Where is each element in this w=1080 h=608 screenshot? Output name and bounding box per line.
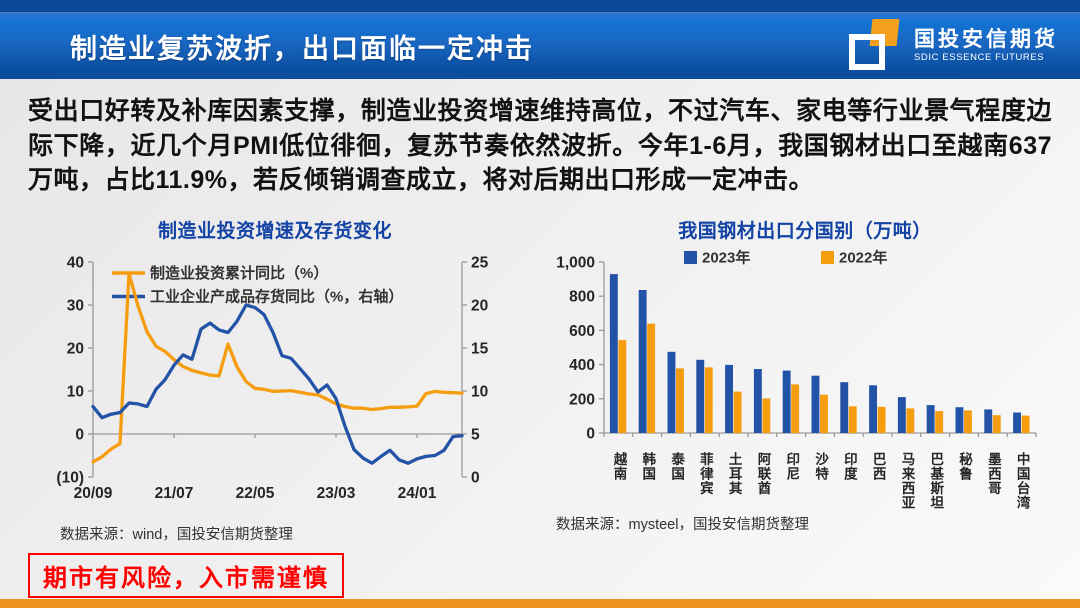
brand-name-cn: 国投安信期货 [914,28,1058,52]
category-label: 沙特 [813,451,829,481]
category-label: 巴西 [870,451,886,481]
bottom-orange-bar [0,599,1080,608]
svg-text:制造业投资累计同比（%）: 制造业投资累计同比（%） [150,264,328,282]
bar-category-labels: 越南 韩国 泰国 菲律宾 土耳其 阿联酋 印尼 沙特 印度 巴西 马来西亚 巴基斯坦 秘鲁 墨西哥 中国台湾 [604,452,1036,510]
bar-chart: 1,000 800 600 400 200 0 2023年 2022年 [556,248,1037,442]
title-bar-main: 制造业复苏波折，出口面临一定冲击 国投安信期货 SDIC ESSENCE FUT… [0,12,1080,79]
category-label: 阿联酋 [755,451,771,496]
svg-text:20: 20 [471,297,488,314]
svg-text:400: 400 [569,357,595,374]
title-bar-top-strip [0,0,1080,12]
page-title: 制造业复苏波折，出口面临一定冲击 [70,33,534,64]
svg-text:21/07: 21/07 [155,485,194,502]
svg-text:0: 0 [471,469,480,486]
svg-text:10: 10 [471,383,488,400]
x-axis-labels: 20/09 21/07 22/05 23/03 24/01 [74,485,437,502]
brand-logo: 国投安信期货 SDIC ESSENCE FUTURES [849,19,1058,73]
category-label: 泰国 [669,451,685,481]
category-label: 印度 [841,451,857,481]
right-axis-labels: 25 20 15 10 5 0 [471,254,489,486]
title-bar: 制造业复苏波折，出口面临一定冲击 国投安信期货 SDIC ESSENCE FUT… [0,0,1080,79]
legend-item-1: 工业企业产成品存货同比（%，右轴） [112,287,403,305]
bars-2022年 [618,323,1030,433]
category-label: 秘鲁 [957,451,973,481]
brand-name-en: SDIC ESSENCE FUTURES [914,52,1045,64]
risk-disclaimer: 期市有风险，入市需谨慎 [28,553,344,598]
legend-item-2022年: 2022年 [821,248,887,266]
legend-item-0: 制造业投资累计同比（%） [112,264,328,282]
svg-text:15: 15 [471,340,489,357]
brand-text: 国投安信期货 SDIC ESSENCE FUTURES [914,28,1058,64]
line-chart-section: 制造业投资增速及存货变化 40 30 20 10 0 (10) 25 20 15 10 5 0 20/0… [24,216,526,544]
investment-line [91,271,464,464]
svg-text:10: 10 [67,383,84,400]
category-label: 越南 [611,451,627,481]
svg-text:0: 0 [586,425,595,442]
left-axis-labels: 40 30 20 10 0 (10) [56,254,84,486]
y-axis-labels: 1,000 800 600 400 200 0 [556,254,595,442]
bar-chart-title: 我国钢材出口分国别（万吨） [678,220,932,242]
svg-text:600: 600 [569,322,595,339]
logo-cube-icon [849,19,901,73]
line-chart-title: 制造业投资增速及存货变化 [157,220,392,242]
svg-text:(10): (10) [56,469,84,486]
logo-white-square [849,34,885,70]
svg-text:2022年: 2022年 [839,248,887,266]
svg-text:200: 200 [569,391,595,408]
svg-text:24/01: 24/01 [398,485,437,502]
bar-chart-section: 我国钢材出口分国别（万吨） 1,000 800 600 400 200 0 2023年 202… [554,216,1056,544]
inventory-line [91,302,464,465]
category-label: 土耳其 [726,451,742,496]
svg-text:800: 800 [569,288,595,305]
svg-text:25: 25 [471,254,489,271]
legend-item-2023年: 2023年 [684,248,750,266]
category-label: 韩国 [640,451,656,481]
bar-chart-source: 数据来源：mysteel，国投安信期货整理 [556,516,809,533]
line-chart-source: 数据来源：wind，国投安信期货整理 [60,526,293,543]
category-label: 菲律宾 [697,451,713,496]
svg-text:22/05: 22/05 [236,485,275,502]
svg-text:1,000: 1,000 [556,254,595,271]
svg-text:40: 40 [67,254,84,271]
svg-text:20: 20 [67,340,84,357]
axes [88,260,467,478]
category-label: 中国台湾 [1014,451,1030,510]
category-label: 墨西哥 [985,451,1001,496]
category-label: 印尼 [784,451,800,481]
line-chart: 40 30 20 10 0 (10) 25 20 15 10 5 0 20/09 21/07 22/05 23… [56,254,489,502]
summary-paragraph: 受出口好转及补库因素支撑，制造业投资增速维持高位，不过汽车、家电等行业景气程度边… [28,97,1052,194]
svg-text:30: 30 [67,297,84,314]
bars-2023年 [609,273,1021,433]
charts-row: 制造业投资增速及存货变化 40 30 20 10 0 (10) 25 20 15 10 5 0 20/0… [0,216,1080,544]
svg-text:5: 5 [471,426,480,443]
svg-text:0: 0 [75,426,84,443]
svg-text:工业企业产成品存货同比（%，右轴）: 工业企业产成品存货同比（%，右轴） [150,287,403,305]
svg-text:23/03: 23/03 [317,485,356,502]
svg-text:2023年: 2023年 [702,248,750,266]
category-label: 巴基斯坦 [928,451,944,510]
svg-text:20/09: 20/09 [74,485,113,502]
category-label: 马来西亚 [899,451,915,510]
